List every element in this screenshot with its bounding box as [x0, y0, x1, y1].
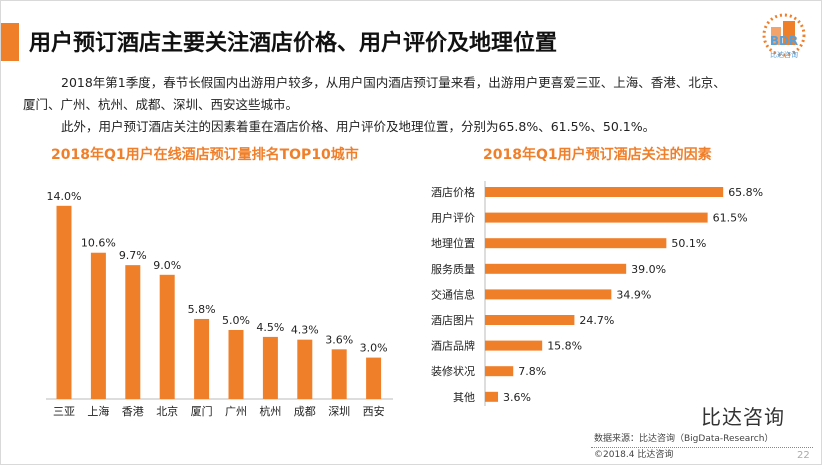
city-ranking-chart: 14.0% 三亚 10.6% 上海 9.7% 香港 9.0% 北京 5.8% 厦门 5.0% 广州 4.…	[46, 190, 393, 418]
intro-paragraph-1-cont: 厦门、广州、杭州、成都、深圳、西安这些城市。	[23, 97, 299, 112]
bar-8	[331, 349, 347, 399]
svg-text:BDR: BDR	[770, 34, 798, 48]
bar-5	[228, 330, 244, 399]
bar-9	[366, 357, 382, 399]
bar-7	[485, 366, 514, 377]
category-label: 地理位置	[431, 236, 475, 250]
svg-text:比达咨询: 比达咨询	[770, 50, 798, 59]
category-label: 香港	[122, 405, 144, 418]
category-label: 广州	[225, 405, 247, 418]
bar-3	[159, 274, 175, 399]
category-label: 深圳	[328, 405, 350, 418]
bar-value-label: 24.7%	[579, 314, 614, 327]
page-title: 用户预订酒店主要关注酒店价格、用户评价及地理位置	[29, 31, 558, 56]
bar-value-label: 14.0%	[47, 190, 82, 203]
bar-value-label: 34.9%	[616, 288, 651, 301]
bar-value-label: 5.0%	[222, 314, 250, 327]
bar-value-label: 5.8%	[188, 303, 216, 316]
factor-chart: 65.8% 酒店价格 61.5% 用户评价 50.1% 地理位置 39.0% 服务质量 34.9…	[431, 181, 763, 406]
bar-2	[125, 265, 141, 399]
category-label: 厦门	[191, 404, 213, 418]
bar-value-label: 65.8%	[728, 186, 763, 199]
footer-divider	[591, 447, 813, 448]
bar-value-label: 7.8%	[518, 365, 546, 378]
category-label: 酒店品牌	[431, 339, 475, 353]
bar-value-label: 4.5%	[256, 321, 284, 334]
title-accent-bar	[1, 23, 19, 61]
bar-value-label: 15.8%	[547, 340, 582, 353]
intro-paragraph-2: 此外，用户预订酒店关注的因素着重在酒店价格、用户评价及地理位置，分别为65.8%…	[61, 119, 656, 134]
bar-value-label: 3.0%	[360, 342, 388, 355]
bar-6	[485, 340, 543, 351]
bar-value-label: 39.0%	[631, 263, 666, 276]
category-label: 其他	[453, 391, 475, 404]
category-label: 杭州	[259, 404, 281, 418]
bar-value-label: 10.6%	[81, 237, 116, 250]
bar-3	[485, 263, 627, 274]
bar-7	[297, 339, 313, 399]
bar-6	[262, 336, 278, 399]
category-label: 酒店价格	[431, 185, 475, 199]
bar-1	[90, 252, 106, 399]
intro-paragraph-1: 2018年第1季度，春节长假国内出游用户较多，从用户国内酒店预订量来看，出游用户…	[61, 75, 726, 90]
category-label: 成都	[294, 405, 316, 418]
bar-1	[485, 212, 708, 223]
category-label: 西安	[363, 404, 385, 418]
category-label: 装修状况	[431, 364, 475, 378]
category-label: 上海	[87, 404, 109, 418]
right-chart-title: 2018年Q1用户预订酒店关注的因素	[483, 147, 712, 163]
bdr-logo: BDR 比达咨询	[759, 13, 809, 61]
left-chart-title: 2018年Q1用户在线酒店预订量排名TOP10城市	[51, 147, 359, 163]
bar-4	[485, 289, 612, 300]
bar-value-label: 3.6%	[325, 333, 353, 346]
category-label: 交通信息	[431, 287, 475, 301]
bar-0	[485, 187, 724, 197]
bar-2	[485, 238, 667, 249]
category-label: 用户评价	[431, 211, 475, 225]
bar-value-label: 61.5%	[713, 212, 748, 225]
bar-value-label: 3.6%	[503, 391, 531, 404]
bar-5	[485, 315, 575, 325]
bar-0	[56, 205, 72, 399]
bar-value-label: 9.0%	[153, 259, 181, 272]
category-label: 酒店图片	[431, 313, 475, 327]
category-label: 服务质量	[431, 263, 475, 276]
bar-8	[485, 391, 499, 402]
category-label: 北京	[156, 404, 178, 418]
bar-value-label: 4.3%	[291, 324, 319, 337]
copyright: ©2018.4 比达咨询	[594, 450, 674, 460]
bar-value-label: 9.7%	[119, 249, 147, 262]
watermark: 比达咨询	[701, 405, 785, 429]
category-label: 三亚	[53, 405, 75, 418]
bar-4	[194, 318, 210, 399]
bar-value-label: 50.1%	[671, 237, 706, 250]
data-source: 数据来源：比达咨询（BigData-Research）	[594, 434, 774, 444]
page-number: 22	[797, 450, 810, 461]
